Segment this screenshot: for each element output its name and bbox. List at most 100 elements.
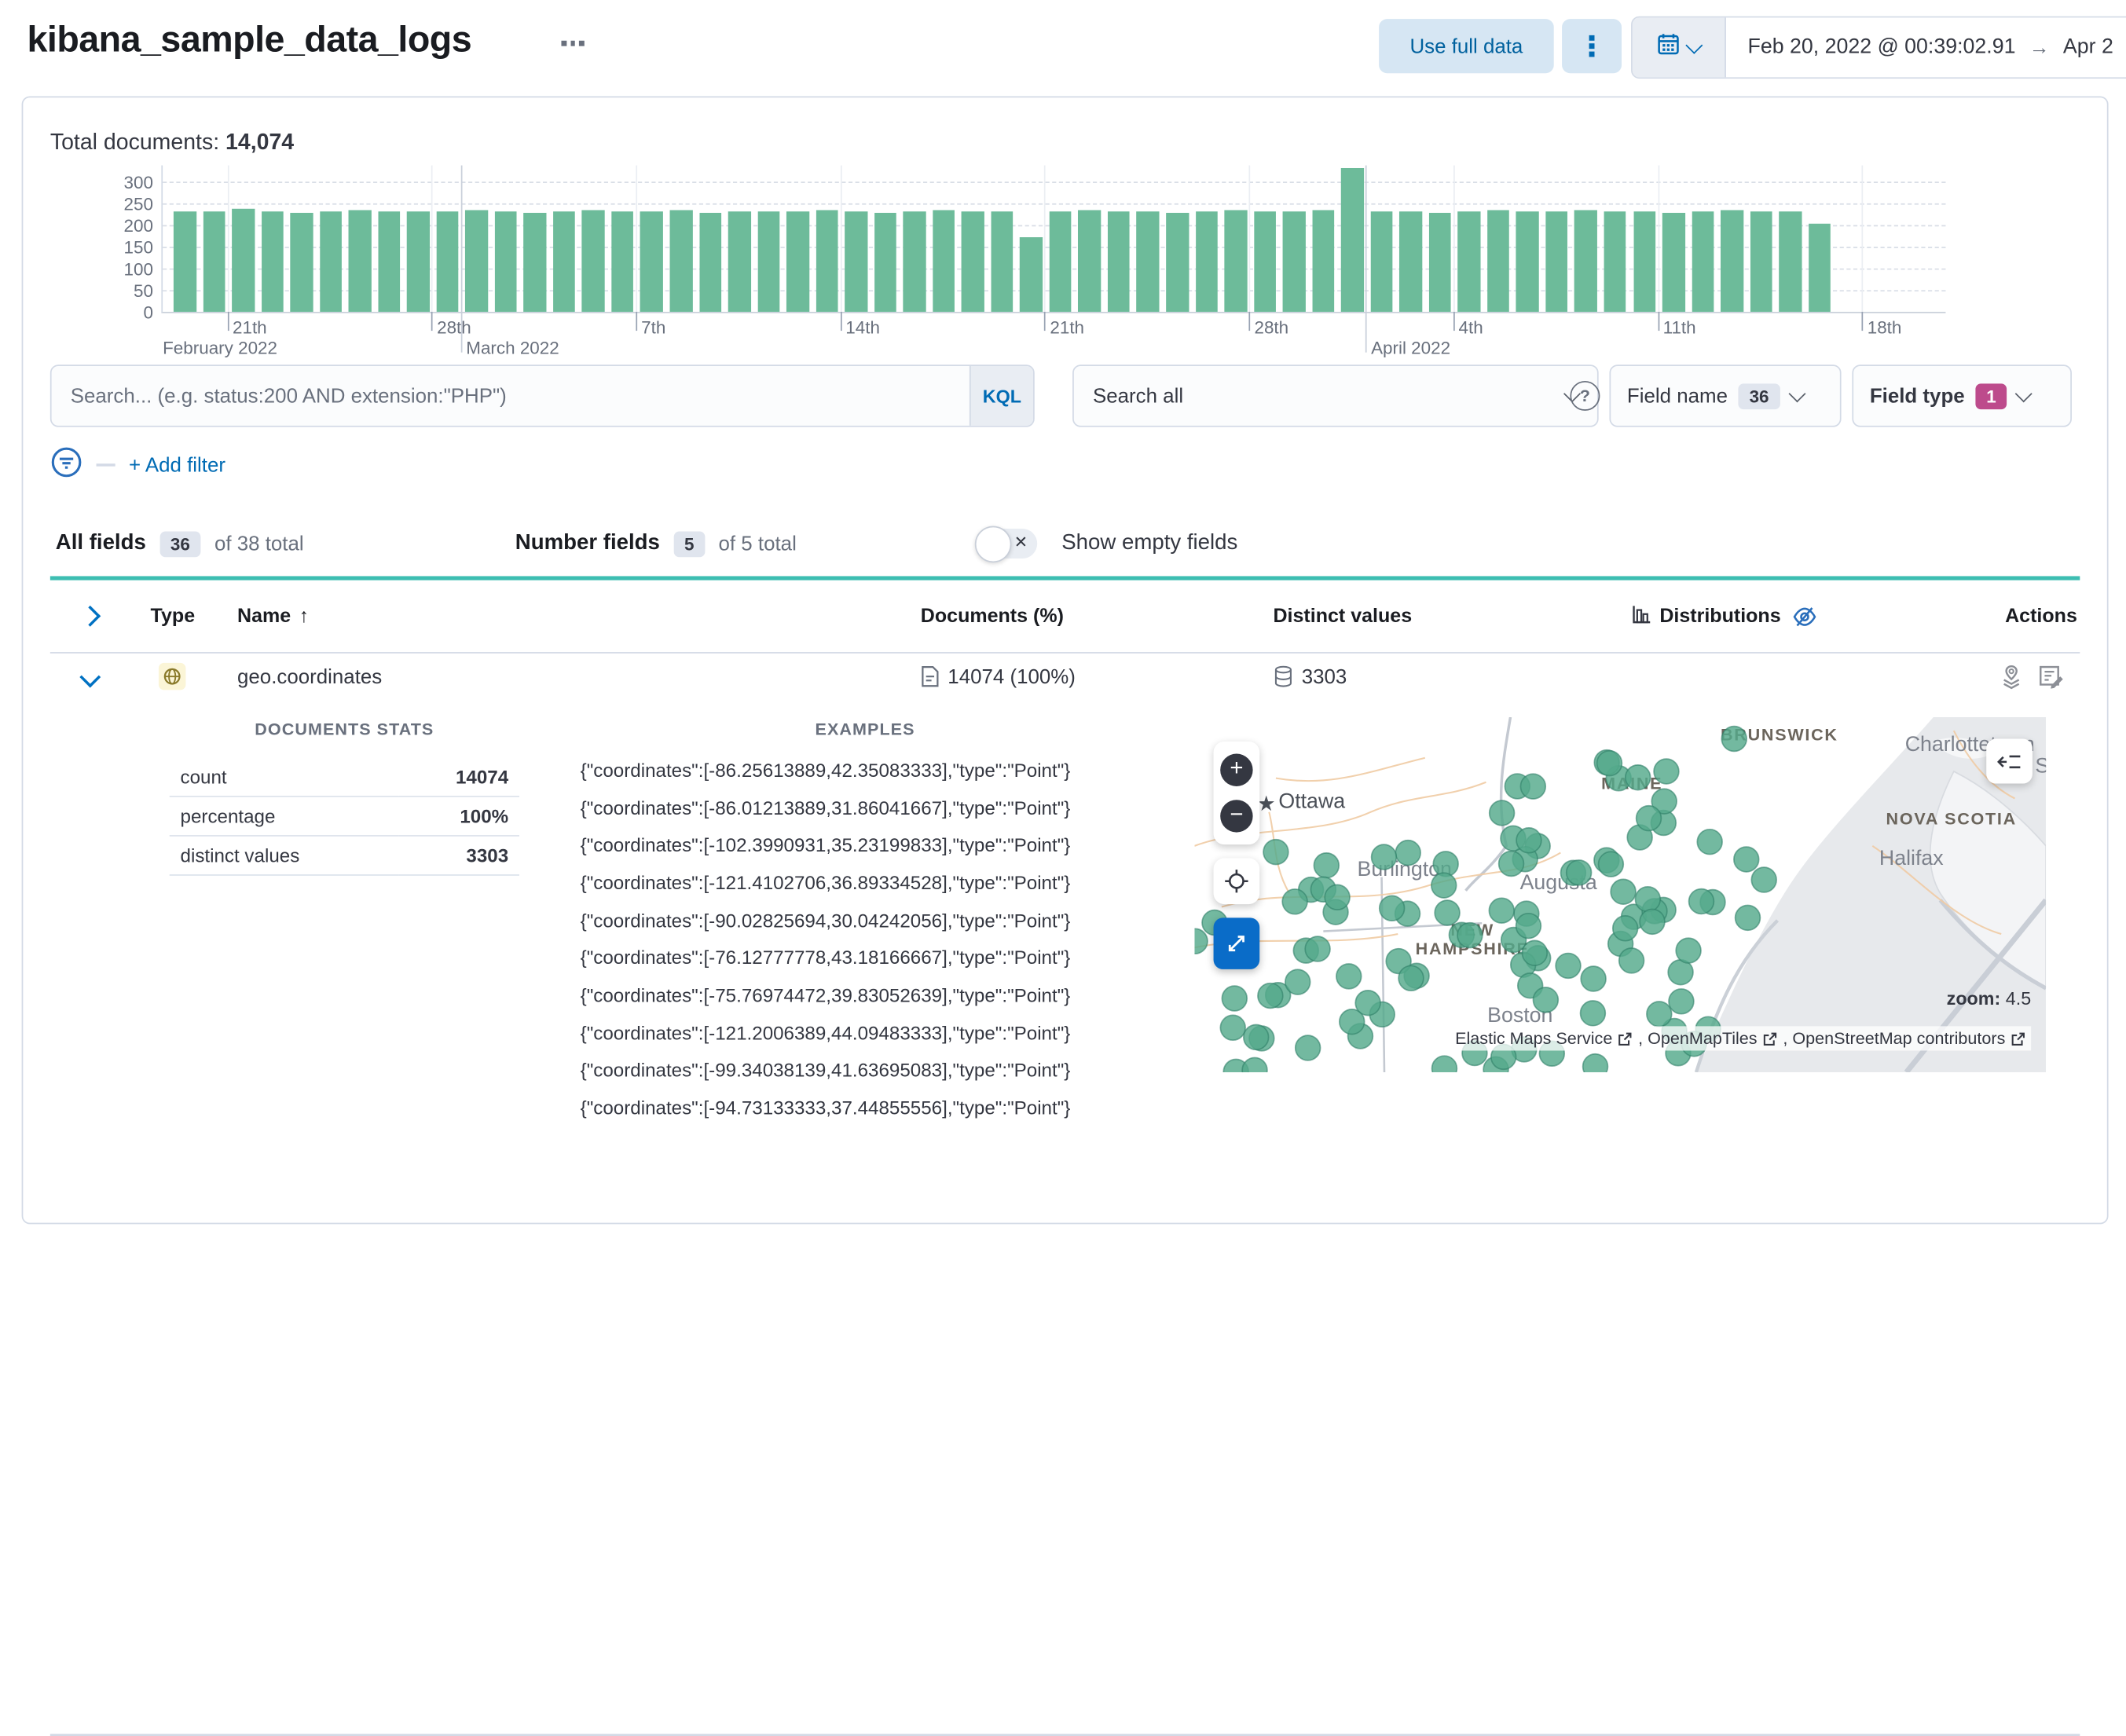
date-picker: Feb 20, 2022 @ 00:39:02.91 → Apr 2 — [1631, 16, 2126, 79]
histogram-bar — [1282, 211, 1306, 312]
histogram-bar — [1662, 212, 1685, 312]
histogram-bar — [319, 211, 343, 312]
fields-summary-row: All fields 36 of 38 total Number fields … — [50, 523, 2080, 564]
histogram-bar — [407, 211, 430, 312]
use-full-data-button[interactable]: Use full data — [1379, 19, 1554, 74]
calendar-button[interactable] — [1632, 17, 1726, 78]
histogram-bar — [203, 211, 225, 312]
column-type: Type — [150, 605, 196, 628]
data-visualizer-panel: Total documents: 14,074 300 250 200 150 100 5… — [21, 96, 2109, 1736]
date-range-start[interactable]: Feb 20, 2022 @ 00:39:02.91 — [1747, 35, 2016, 59]
histogram-bar — [465, 210, 488, 312]
show-empty-fields-toggle[interactable]: ✕ — [974, 526, 1038, 563]
map-label: NOVA SCOTIA — [1886, 809, 2017, 829]
field-row-geo-coordinates: geo.coordinates 14074 (100%) 3303 — [50, 652, 2080, 701]
date-range-display[interactable]: Feb 20, 2022 @ 00:39:02.91 → Apr 2 — [1726, 17, 2113, 77]
all-fields-count-badge: 36 — [159, 530, 201, 557]
field-name[interactable]: geo.coordinates — [237, 665, 383, 688]
expand-map-button[interactable] — [1213, 917, 1260, 969]
attribution-link[interactable]: , OpenStreetMap contributors — [1783, 1028, 2006, 1049]
attribution-link[interactable]: , OpenMapTiles — [1638, 1028, 1758, 1049]
distinct-values-cell: 3303 — [1273, 652, 1347, 701]
histogram-bar — [1633, 211, 1656, 312]
search-scope-select[interactable]: Search all — [1072, 364, 1599, 427]
histogram-bar — [786, 211, 809, 312]
list-item: {"coordinates":[-102.3990931,35.23199833… — [580, 833, 1071, 856]
histogram-plot-area: 21th 28th 7th 14th 21th 28th 4th 11th 18th Februa… — [161, 165, 1946, 358]
document-edit-icon — [2040, 665, 2063, 688]
edit-field-button[interactable] — [2038, 652, 2064, 701]
histogram-bar — [523, 212, 547, 312]
toggle-knob[interactable] — [974, 526, 1012, 563]
list-item: {"coordinates":[-94.73133333,37.44855556… — [580, 1097, 1071, 1119]
list-item: {"coordinates":[-76.12777778,43.18166667… — [580, 947, 1071, 969]
number-fields-summary: Number fields 5 of 5 total — [515, 530, 797, 557]
y-axis-tick-label: 250 — [123, 193, 154, 214]
index-options-icon[interactable] — [561, 40, 584, 46]
all-fields-summary: All fields 36 of 38 total — [55, 530, 304, 557]
set-location-button[interactable] — [1213, 858, 1260, 905]
y-axis-tick-label: 150 — [123, 236, 154, 258]
expand-all-button[interactable] — [79, 580, 101, 652]
month-gridline — [460, 165, 463, 353]
zoom-out-button[interactable]: − — [1220, 799, 1253, 833]
divider — [96, 463, 115, 467]
gridline — [636, 165, 637, 312]
x-axis-tick — [636, 311, 637, 331]
date-range-end[interactable]: Apr 2 — [2062, 35, 2113, 59]
histogram-bar — [1311, 211, 1335, 312]
x-axis-tick-label: 21th — [1050, 317, 1085, 338]
x-axis-tick-label: 11th — [1662, 317, 1696, 338]
column-distinct-values: Distinct values — [1273, 605, 1413, 628]
field-type-count-badge: 1 — [1975, 383, 2007, 409]
kql-button[interactable]: KQL — [969, 365, 1034, 426]
histogram-bar — [669, 210, 693, 312]
documents-stats-title: DOCUMENTS STATS — [255, 720, 434, 739]
histogram-bar — [552, 211, 576, 312]
total-documents: Total documents: 14,074 — [49, 130, 295, 155]
table-row: count 14074 — [169, 757, 519, 797]
view-in-maps-button[interactable] — [1999, 652, 2025, 701]
histogram-bar — [1808, 224, 1831, 312]
x-axis-tick-label: 18th — [1867, 317, 1902, 338]
histogram-bar — [1516, 211, 1539, 312]
field-type-filter-button[interactable]: Field type 1 — [1852, 364, 2072, 427]
hide-distributions-button[interactable] — [1791, 580, 1819, 652]
add-filter-button[interactable]: + Add filter — [128, 453, 225, 477]
histogram-bar — [1604, 211, 1626, 312]
x-axis-tick — [1453, 311, 1455, 331]
histogram-bar — [173, 211, 196, 312]
x-axis-tick-label: 21th — [232, 317, 267, 338]
examples-list: {"coordinates":[-86.25613889,42.35083333… — [581, 751, 1150, 1126]
gridline — [227, 165, 229, 312]
table-row: percentage 100% — [169, 796, 519, 837]
zoom-in-button[interactable]: + — [1220, 754, 1253, 787]
list-item: {"coordinates":[-90.02825694,30.04242056… — [580, 909, 1071, 931]
toggle-x-icon: ✕ — [1014, 533, 1028, 552]
histogram-bar — [1779, 211, 1802, 312]
histogram-bar — [1370, 211, 1393, 312]
collapse-legend-button[interactable] — [1986, 738, 2033, 784]
coordinates-map[interactable]: BRUNSWICK Charlottetown Sy MAINE NOVA SC… — [1194, 716, 2047, 1073]
histogram-bar — [1574, 210, 1597, 312]
gridline — [1044, 165, 1047, 312]
x-axis-tick-label: 28th — [1254, 317, 1289, 338]
filter-menu-icon[interactable] — [50, 445, 82, 485]
histogram-bar — [611, 211, 634, 312]
x-axis-tick — [1248, 311, 1251, 331]
collapse-row-button[interactable] — [79, 652, 101, 701]
column-documents: Documents (%) — [920, 605, 1064, 628]
search-input[interactable] — [51, 365, 970, 426]
kebab-menu-button[interactable] — [1562, 19, 1622, 74]
attribution-link[interactable]: Elastic Maps Service — [1455, 1028, 1613, 1049]
month-gridline — [1365, 165, 1367, 353]
field-name-filter-button[interactable]: Field name 36 — [1609, 364, 1842, 427]
help-icon[interactable]: ? — [1570, 380, 1600, 411]
legend-collapse-icon — [1997, 754, 2021, 768]
show-empty-fields-label: Show empty fields — [1061, 531, 1238, 555]
histogram-bar — [1166, 212, 1189, 312]
histogram-bar — [962, 211, 984, 312]
column-name-sort[interactable]: Name ↑ — [237, 605, 310, 628]
sort-ascending-icon: ↑ — [299, 605, 310, 628]
list-item: {"coordinates":[-99.34038139,41.63695083… — [580, 1059, 1071, 1082]
